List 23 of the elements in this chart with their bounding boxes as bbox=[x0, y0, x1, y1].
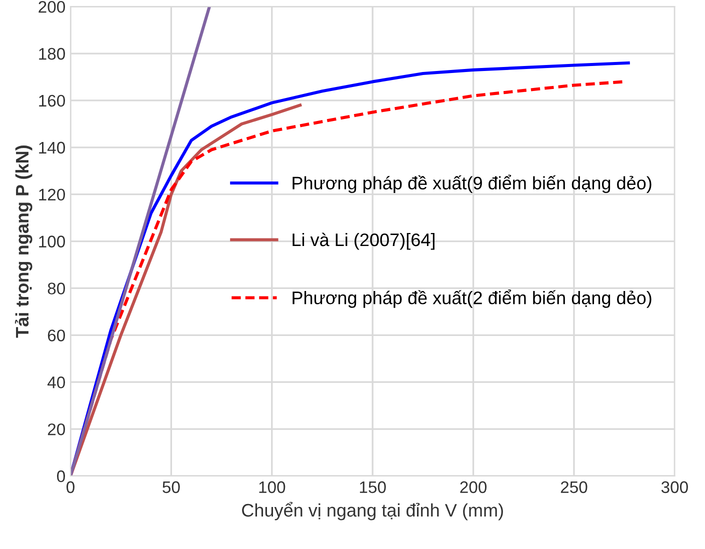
y-tick-label: 60 bbox=[48, 330, 65, 342]
y-tick-label: 100 bbox=[39, 236, 65, 248]
y-tick-label: 20 bbox=[48, 423, 65, 436]
y-tick-label: 40 bbox=[47, 376, 65, 388]
x-tick-label: 150 bbox=[360, 481, 386, 494]
x-tick-label: 50 bbox=[162, 481, 180, 494]
y-tick-label: 0 bbox=[57, 470, 65, 482]
x-tick-label: 100 bbox=[259, 481, 286, 494]
y-axis-title: Tải trọng ngang P (kN) bbox=[14, 146, 32, 338]
x-tick-label: 200 bbox=[460, 481, 487, 494]
x-axis-title: Chuyển vị ngang tại đỉnh V (mm) bbox=[242, 502, 503, 520]
legend-label: Phương pháp đề xuất(2 điểm biến dạng dẻo) bbox=[292, 290, 652, 308]
x-tick-label: 300 bbox=[661, 481, 688, 494]
y-tick-label: 180 bbox=[39, 48, 65, 60]
y-tick-label: 160 bbox=[39, 94, 65, 107]
y-tick-label: 120 bbox=[39, 188, 65, 201]
legend-label: Li và Li (2007)[64] bbox=[292, 232, 434, 250]
y-tick-label: 200 bbox=[38, 0, 65, 13]
x-tick-label: 250 bbox=[560, 481, 588, 494]
legend-label: Phương pháp đề xuất(9 điểm biến dạng dẻo) bbox=[292, 174, 652, 194]
y-tick-label: 140 bbox=[39, 142, 65, 154]
y-tick-label: 80 bbox=[48, 282, 65, 294]
x-tick-label: 0 bbox=[66, 481, 74, 494]
